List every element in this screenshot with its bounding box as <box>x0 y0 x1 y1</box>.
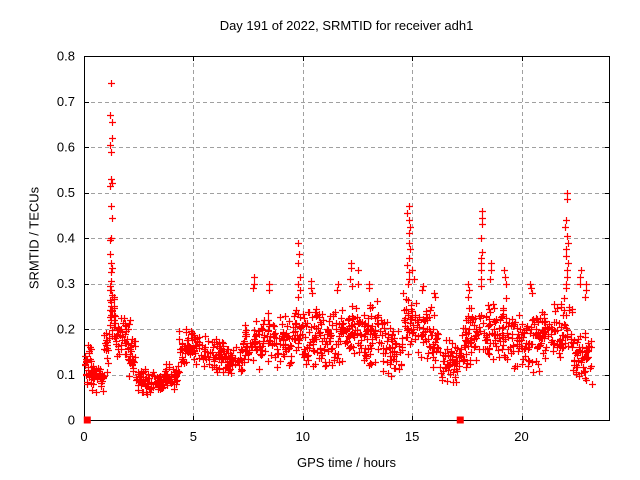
x-tick-label: 10 <box>296 429 310 444</box>
y-tick-label: 0.5 <box>57 185 75 200</box>
y-tick-label: 0.4 <box>57 231 75 246</box>
y-tick-label: 0.7 <box>57 94 75 109</box>
data-points <box>82 80 596 398</box>
tick-labels: 0 5 10 15 20 0 0.1 0.2 0.3 0.4 0.5 0.6 0.7 0.8 <box>57 49 529 445</box>
zero-markers <box>83 416 464 424</box>
y-tick-label: 0.6 <box>57 140 75 155</box>
x-tick-label: 20 <box>514 429 528 444</box>
chart-title: Day 191 of 2022, SRMTID for receiver adh… <box>219 18 474 33</box>
y-tick-label: 0.8 <box>57 49 75 64</box>
gridlines <box>84 56 609 420</box>
x-tick-label: 15 <box>405 429 419 444</box>
y-tick-label: 0.3 <box>57 276 75 291</box>
y-tick-label: 0.2 <box>57 322 75 337</box>
x-axis-title: GPS time / hours <box>297 455 396 470</box>
x-tick-label: 0 <box>80 429 87 444</box>
zero-marker-square <box>456 416 464 424</box>
y-axis-title: SRMTID / TECUs <box>26 186 42 290</box>
x-tick-label: 5 <box>190 429 197 444</box>
plot-border <box>84 56 610 421</box>
y-tick-label: 0.1 <box>57 367 75 382</box>
zero-marker-square <box>83 416 91 424</box>
y-tick-label: 0 <box>68 413 75 428</box>
